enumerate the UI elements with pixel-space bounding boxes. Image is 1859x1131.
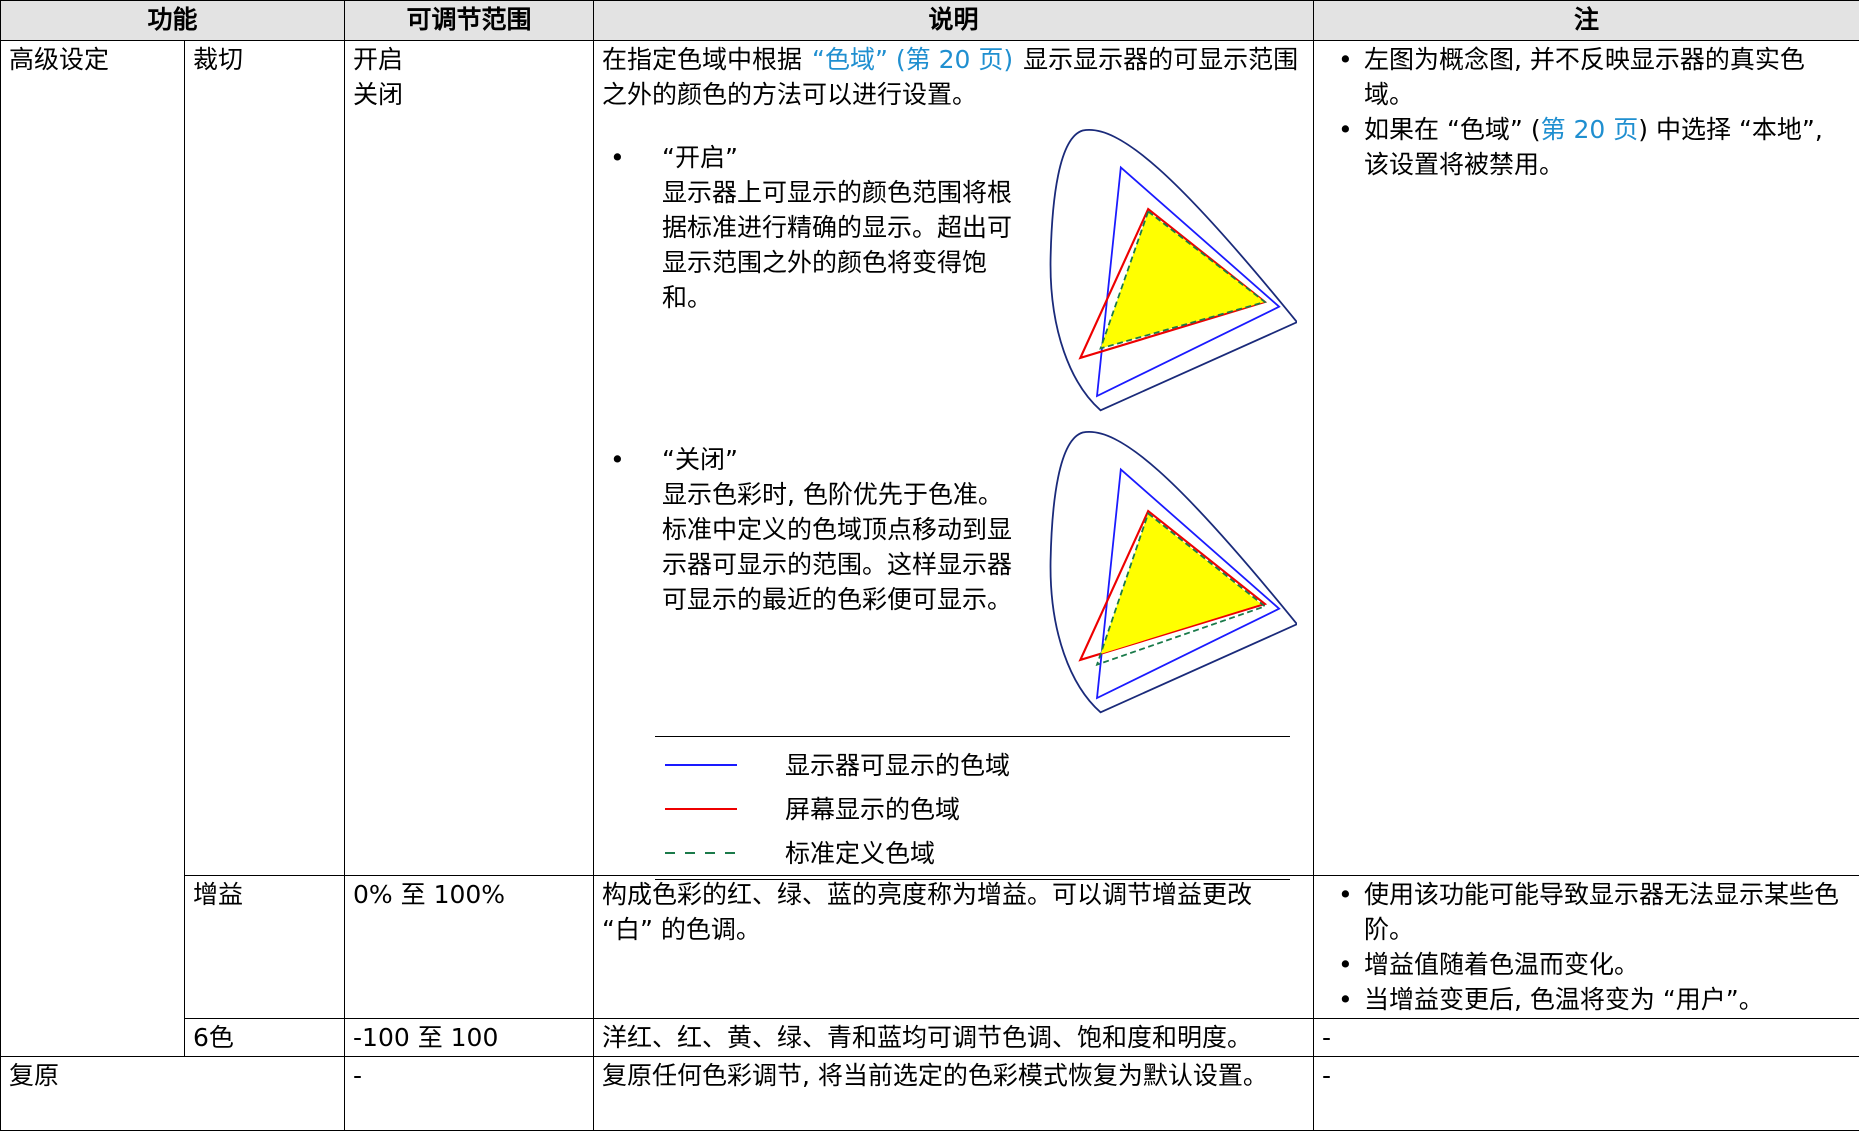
option-text: 显示器上可显示的颜色范围将根据标准进行精确的显示。超出可显示范围之外的颜色将变得… <box>632 175 1012 315</box>
range-cell: -100 至 100 <box>345 1019 594 1057</box>
row: 增益 0% 至 100% 构成色彩的红、绿、蓝的亮度称为增益。可以调节增益更改 … <box>1 876 1859 1019</box>
note: 如果在 “色域” (第 20 页) 中选择 “本地”, 该设置将被禁用。 <box>1364 112 1851 182</box>
row: 6色 -100 至 100 洋红、红、黄、绿、青和蓝均可调节色调、饱和度和明度。… <box>1 1019 1859 1057</box>
group-cell: 高级设定 <box>1 41 185 1057</box>
description-cell: 洋红、红、黄、绿、青和蓝均可调节色调、饱和度和明度。 <box>594 1019 1314 1057</box>
header-cell: 注 <box>1314 1 1859 41</box>
legend-label: 显示器可显示的色域 <box>785 748 1010 783</box>
page-link[interactable]: 第 20 页 <box>1541 115 1639 144</box>
note: 左图为概念图, 并不反映显示器的真实色域。 <box>1364 42 1851 112</box>
gamut-diagram <box>1047 430 1297 716</box>
page-link[interactable]: “色域” (第 20 页) <box>812 45 1013 74</box>
legend-swatch <box>665 763 737 767</box>
function-cell: 增益 <box>185 876 345 1019</box>
clipping-description: 在指定色域中根据“色域” (第 20 页)显示显示器的可显示范围之外的颜色的方法… <box>602 42 1305 872</box>
legend: 显示器可显示的色域 屏幕显示的色域 标准定义色域 <box>655 736 1290 880</box>
range-cell: 0% 至 100% <box>345 876 594 1019</box>
header-row: 功能 可调节范围 说明 注 <box>1 1 1859 41</box>
range-option: 关闭 <box>353 77 585 112</box>
legend-item: 标准定义色域 <box>655 831 1290 875</box>
intro: 在指定色域中根据“色域” (第 20 页)显示显示器的可显示范围之外的颜色的方法… <box>602 42 1305 112</box>
range-option: 开启 <box>353 42 585 77</box>
header-cell: 功能 <box>1 1 345 41</box>
function-cell: 裁切 <box>185 41 345 876</box>
note: 使用该功能可能导致显示器无法显示某些色阶。 <box>1364 877 1851 947</box>
legend-item: 屏幕显示的色域 <box>655 787 1290 831</box>
notes-cell: 左图为概念图, 并不反映显示器的真实色域。 如果在 “色域” (第 20 页) … <box>1314 41 1859 876</box>
row: 复原 - 复原任何色彩调节, 将当前选定的色彩模式恢复为默认设置。 - <box>1 1057 1859 1131</box>
notes: 使用该功能可能导致显示器无法显示某些色阶。 增益值随着色温而变化。 当增益变更后… <box>1322 877 1851 1017</box>
notes-cell: - <box>1314 1019 1859 1057</box>
legend-label: 标准定义色域 <box>785 836 935 871</box>
header-cell: 说明 <box>594 1 1314 41</box>
function-cell: 复原 <box>1 1057 345 1131</box>
notes: 左图为概念图, 并不反映显示器的真实色域。 如果在 “色域” (第 20 页) … <box>1322 42 1851 182</box>
range-cell: 开启 关闭 <box>345 41 594 876</box>
description-cell: 在指定色域中根据“色域” (第 20 页)显示显示器的可显示范围之外的颜色的方法… <box>594 41 1314 876</box>
legend-label: 屏幕显示的色域 <box>785 792 960 827</box>
note-text: 如果在 “色域” ( <box>1364 115 1541 144</box>
intro-text: 在指定色域中根据 <box>602 45 802 74</box>
legend-swatch <box>665 807 737 811</box>
function-cell: 6色 <box>185 1019 345 1057</box>
description-cell: 构成色彩的红、绿、蓝的亮度称为增益。可以调节增益更改 “白” 的色调。 <box>594 876 1314 1019</box>
notes-cell: 使用该功能可能导致显示器无法显示某些色阶。 增益值随着色温而变化。 当增益变更后… <box>1314 876 1859 1019</box>
header-cell: 可调节范围 <box>345 1 594 41</box>
legend-swatch <box>665 851 737 855</box>
option-title: “开启” <box>632 140 1032 175</box>
range-cell: - <box>345 1057 594 1131</box>
option-title: “关闭” <box>632 442 1032 477</box>
option: “关闭” 显示色彩时, 色阶优先于色准。标准中定义的色域顶点移动到显示器可显示的… <box>632 442 1032 617</box>
notes-cell: - <box>1314 1057 1859 1131</box>
legend-item: 显示器可显示的色域 <box>655 743 1290 787</box>
option-text: 显示色彩时, 色阶优先于色准。标准中定义的色域顶点移动到显示器可显示的范围。这样… <box>632 477 1012 617</box>
note: 增益值随着色温而变化。 <box>1364 947 1851 982</box>
row: 高级设定 裁切 开启 关闭 在指定色域中根据“色域” (第 20 页)显示显示器… <box>1 41 1859 876</box>
note: 当增益变更后, 色温将变为 “用户”。 <box>1364 982 1851 1017</box>
option: “开启” 显示器上可显示的颜色范围将根据标准进行精确的显示。超出可显示范围之外的… <box>632 140 1032 315</box>
description-cell: 复原任何色彩调节, 将当前选定的色彩模式恢复为默认设置。 <box>594 1057 1314 1131</box>
gamut-diagram <box>1047 128 1297 414</box>
